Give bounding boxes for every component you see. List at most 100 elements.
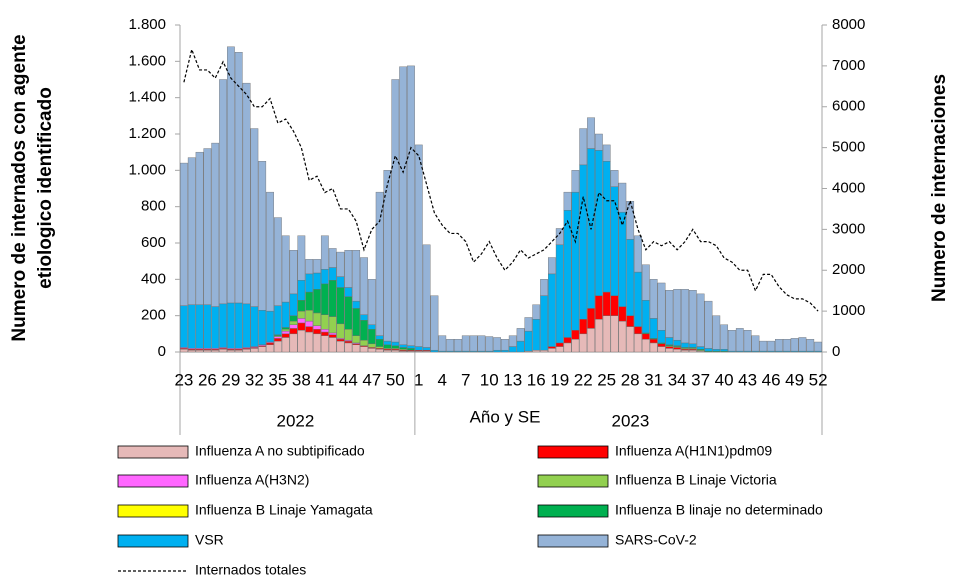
y2-tick-label: 6000 — [832, 98, 865, 115]
legend-swatch — [117, 474, 189, 488]
y2-tick-label: 8000 — [832, 16, 865, 33]
bar-segment — [634, 235, 642, 273]
bar-segment — [352, 308, 361, 336]
bar-segment — [328, 267, 337, 281]
bar-segment — [320, 235, 329, 270]
legend-swatch — [117, 534, 189, 548]
bar-segment — [336, 323, 345, 339]
bar-segment — [344, 342, 353, 353]
bar-segment — [289, 250, 298, 295]
x-tick-label: 32 — [245, 370, 264, 389]
bar-segment — [516, 328, 525, 342]
bar-segment — [305, 326, 314, 333]
bar-segment — [563, 210, 572, 338]
bar-segment — [360, 346, 368, 353]
bar-segment — [571, 330, 580, 340]
bar-segment — [227, 46, 235, 304]
bar-segment — [320, 269, 329, 285]
bar-segment — [367, 329, 376, 345]
bar-segment — [610, 186, 619, 296]
bar-segment — [540, 349, 548, 353]
bar-segment — [195, 151, 204, 305]
bar-segment — [782, 339, 791, 352]
bar-segment — [751, 335, 760, 352]
bar-segment — [438, 335, 447, 352]
x-tick-label: 28 — [621, 370, 640, 389]
bar-segment — [493, 337, 501, 351]
bar-segment — [712, 315, 721, 350]
bar-segment — [344, 296, 353, 330]
bar-segment — [618, 320, 627, 353]
bar-segment — [266, 342, 274, 345]
y-axis-title: Numero de internados con agente — [9, 34, 30, 341]
y-tick-label: 800 — [141, 198, 166, 215]
bar-segment — [258, 161, 267, 311]
bar-segment — [407, 345, 415, 349]
bar-segment — [688, 290, 697, 345]
bar-segment — [367, 324, 376, 330]
bar-segment — [688, 343, 697, 348]
bar-segment — [289, 320, 298, 325]
bar-segment — [454, 339, 462, 352]
bar-segment — [618, 182, 627, 213]
bar-segment — [360, 339, 368, 346]
bar-segment — [234, 349, 243, 353]
bar-segment — [336, 287, 345, 325]
bar-segment — [446, 339, 454, 352]
bar-segment — [305, 273, 314, 293]
bar-segment — [594, 319, 603, 353]
y-tick-label: 1.400 — [128, 89, 166, 106]
bar-segment — [485, 336, 494, 352]
bar-segment — [814, 341, 822, 352]
bar-segment — [626, 239, 635, 316]
bar-segment — [375, 339, 384, 347]
y-tick-label: 1.200 — [128, 125, 166, 142]
bar-segment — [375, 191, 384, 336]
bar-segment — [289, 324, 298, 329]
bar-segment — [618, 306, 627, 322]
bar-segment — [532, 349, 541, 353]
bar-segment — [594, 295, 603, 320]
x-tick-label: 40 — [715, 370, 734, 389]
bar-segment — [328, 337, 337, 353]
bar-segment — [234, 52, 243, 304]
x-tick-label: 47 — [362, 370, 381, 389]
bar-segment — [665, 290, 674, 338]
bar-segment — [555, 244, 564, 344]
bar-segment — [344, 329, 353, 341]
x-tick-label: 43 — [738, 370, 757, 389]
bar-segment — [399, 347, 408, 350]
bar-segment — [657, 346, 666, 353]
bar-segment — [250, 348, 259, 353]
bar-segment — [657, 282, 666, 331]
x-tick-label: 34 — [668, 370, 687, 389]
bar-segment — [328, 248, 337, 268]
legend-label: Influenza B Linaje Yamagata — [195, 502, 373, 518]
x-tick-label: 29 — [221, 370, 240, 389]
bar-segment — [681, 289, 689, 344]
legend-label: SARS-CoV-2 — [615, 532, 697, 548]
bar-segment — [227, 302, 235, 349]
bar-segment — [211, 306, 220, 349]
bar-segment — [587, 328, 595, 353]
bar-segment — [735, 328, 744, 352]
bar-segment — [501, 339, 509, 351]
bar-segment — [313, 325, 321, 330]
bar-segment — [767, 340, 775, 352]
bar-segment — [289, 315, 298, 322]
bar-segment — [281, 330, 290, 335]
bar-segment — [391, 349, 400, 353]
bar-segment — [548, 273, 556, 347]
bar-segment — [344, 340, 353, 344]
bar-segment — [242, 303, 251, 348]
bar-segment — [571, 191, 580, 331]
bar-segment — [180, 162, 188, 306]
bar-segment — [414, 346, 423, 351]
bar-segment — [234, 302, 243, 349]
bar-segment — [344, 287, 353, 297]
y2-tick-label: 4000 — [832, 179, 865, 196]
legend-swatch — [537, 474, 609, 488]
x-axis-title: Año y SE — [470, 407, 541, 426]
bar-segment — [313, 259, 321, 274]
